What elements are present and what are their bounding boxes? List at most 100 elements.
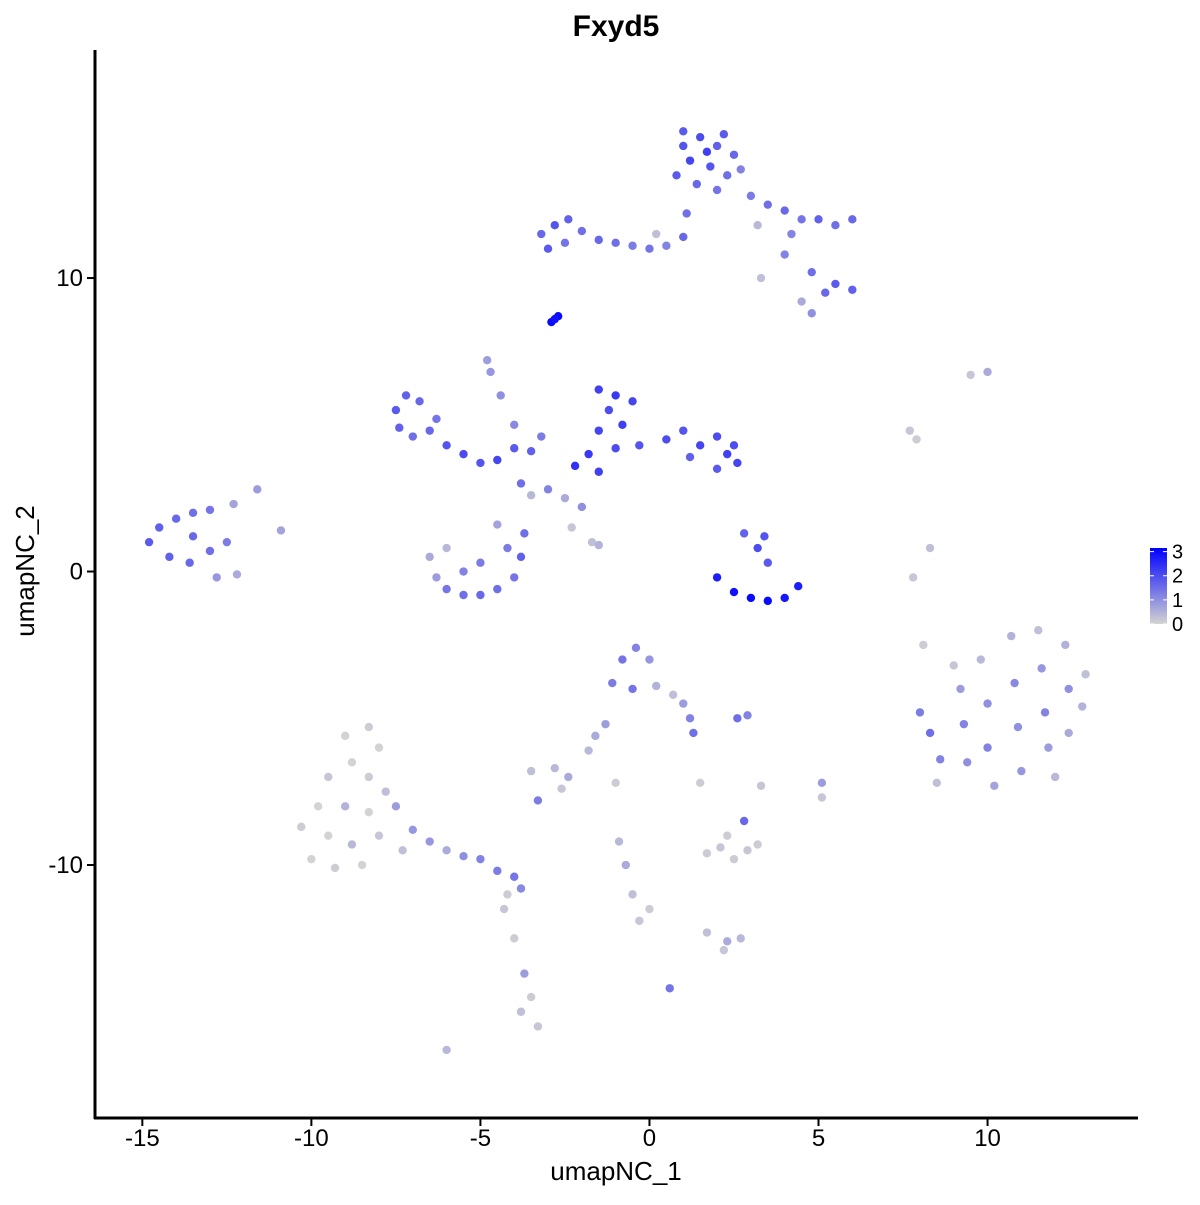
point xyxy=(584,449,593,459)
point xyxy=(1081,670,1090,679)
point xyxy=(729,150,739,159)
point xyxy=(780,593,789,603)
point xyxy=(611,238,620,248)
point xyxy=(570,461,580,471)
point xyxy=(695,441,705,450)
point xyxy=(493,455,502,465)
point xyxy=(364,772,374,782)
point xyxy=(723,937,732,946)
point xyxy=(746,191,756,201)
point xyxy=(631,643,641,653)
point xyxy=(212,573,221,582)
point xyxy=(526,446,536,456)
point xyxy=(817,793,827,802)
point xyxy=(959,719,969,729)
point xyxy=(1064,728,1073,738)
point xyxy=(476,458,485,468)
point xyxy=(543,244,553,253)
point xyxy=(432,414,441,424)
point xyxy=(591,731,600,741)
x-tick-label: -15 xyxy=(125,1125,160,1152)
point xyxy=(374,831,384,840)
point xyxy=(560,238,570,248)
point xyxy=(1061,640,1070,650)
point xyxy=(1034,626,1043,635)
chart-title: Fxyd5 xyxy=(573,10,660,43)
point xyxy=(760,532,769,541)
x-tick-label: 0 xyxy=(643,1125,656,1152)
point xyxy=(712,464,722,474)
point xyxy=(526,491,536,500)
point xyxy=(601,719,610,729)
point xyxy=(628,397,637,406)
point xyxy=(374,743,384,752)
point xyxy=(746,593,756,603)
point xyxy=(510,444,519,453)
point xyxy=(618,655,627,664)
point xyxy=(990,781,999,790)
point xyxy=(628,684,637,694)
point xyxy=(510,934,519,943)
point xyxy=(516,479,526,488)
point xyxy=(564,772,573,782)
point xyxy=(459,852,468,861)
point xyxy=(253,485,262,494)
point xyxy=(685,714,695,723)
point xyxy=(807,267,816,277)
legend-tick-label: 2 xyxy=(1172,566,1183,588)
point xyxy=(848,285,857,294)
point xyxy=(702,928,712,937)
point xyxy=(797,215,806,224)
point xyxy=(425,426,434,435)
point xyxy=(733,714,742,723)
point xyxy=(712,141,722,151)
point xyxy=(780,206,789,215)
point xyxy=(763,596,772,606)
point xyxy=(144,537,154,547)
point xyxy=(476,590,485,600)
point xyxy=(753,221,762,230)
point xyxy=(976,655,985,664)
point xyxy=(493,584,502,594)
point xyxy=(1078,702,1087,711)
point xyxy=(381,787,390,796)
point xyxy=(307,854,316,864)
point xyxy=(340,731,350,741)
points xyxy=(144,127,1090,1055)
point xyxy=(459,590,468,600)
point xyxy=(743,846,752,855)
x-tick-label: 5 xyxy=(812,1125,825,1152)
point xyxy=(983,743,992,752)
point xyxy=(1037,664,1046,673)
point xyxy=(831,279,840,289)
point xyxy=(723,831,732,840)
point xyxy=(736,934,745,943)
point xyxy=(621,860,630,870)
point xyxy=(817,778,827,788)
point xyxy=(205,505,215,515)
point xyxy=(442,543,451,553)
point xyxy=(442,584,451,594)
point xyxy=(712,573,722,582)
point xyxy=(719,130,729,139)
point xyxy=(756,781,766,790)
point xyxy=(391,802,401,811)
point xyxy=(493,520,502,529)
point xyxy=(499,904,509,914)
x-tick-label: -5 xyxy=(470,1125,491,1152)
point xyxy=(188,508,198,518)
point xyxy=(753,543,762,553)
point xyxy=(925,543,935,553)
point xyxy=(537,432,546,441)
point xyxy=(604,405,614,415)
point xyxy=(171,514,181,523)
point xyxy=(442,846,451,855)
point xyxy=(564,215,573,224)
y-tick-label: 10 xyxy=(56,265,83,292)
point xyxy=(510,573,519,582)
point xyxy=(685,452,695,462)
point xyxy=(912,435,921,444)
point xyxy=(577,226,587,236)
point xyxy=(1044,743,1053,752)
point xyxy=(1064,684,1073,694)
